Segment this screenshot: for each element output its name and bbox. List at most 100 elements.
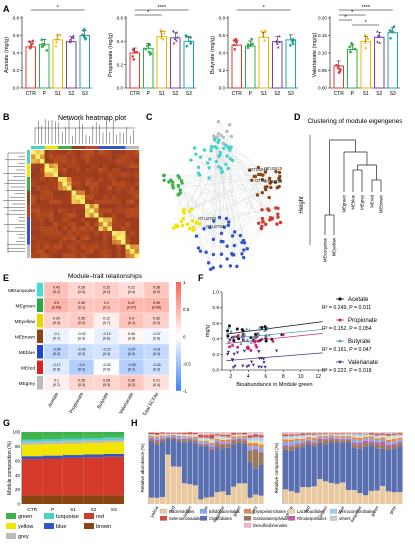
heatmap-cell [35,253,41,259]
data-point [41,43,44,46]
stacked-bar-segment [345,437,352,439]
heatmap-cell [67,186,72,191]
stacked-bar-segment [192,436,198,439]
heatmap-cell [76,190,81,196]
heatmap-cell [103,235,108,241]
network-node [269,185,273,190]
heatmap-cell [44,226,50,232]
heatmap-cell [116,208,122,214]
heatmap-cell [98,154,104,160]
stacked-bar-segment [305,435,312,438]
data-point [363,41,367,44]
legend-swatch [243,508,252,514]
stacked-bar-segment [225,434,231,437]
stacked-bar-segment [334,440,340,443]
module-row-label: MEblue [19,350,36,356]
heatmap-cell [62,150,68,155]
heatmap-cell [35,217,41,223]
heatmap-cell [58,163,63,169]
heatmap-cell [85,244,90,250]
heatmap-cell [53,154,59,160]
stacked-bar-segment [391,441,397,445]
stacked-bar-segment [385,432,392,433]
scatter-point [263,335,268,338]
stacked-bar-segment [294,432,300,435]
stacked-bar-segment [391,434,397,437]
stacked-bar-segment [220,437,226,440]
scatter-point [262,361,266,365]
stacked-bar-segment [283,434,289,437]
network-edge [208,131,228,263]
network-node [225,244,229,248]
stacked-bar-segment [203,432,209,434]
stacked-bar-segment [385,435,392,437]
heatmap-cell [85,168,90,173]
stacked-bar-segment [328,438,334,440]
data-point [366,37,370,40]
dendrogram-tree [309,135,382,245]
heatmap-cell [125,208,131,214]
y-tick-label: 0.8 [219,16,226,21]
x-category-label: P [249,91,253,97]
heatmap-cell [94,208,99,214]
stacked-bar-segment [397,492,403,504]
heatmap-cell [53,226,59,232]
data-point [377,34,381,37]
network-edge [199,174,271,218]
module-color-bar [27,217,30,231]
stacked-bar-segment [340,432,346,433]
heatmap-cell [107,208,113,214]
bar [387,32,398,89]
stacked-bar-segment [391,444,397,446]
network-node [214,159,219,164]
heatmap-cell [80,208,86,214]
network-edge [226,160,233,219]
heatmap-cell [130,235,135,241]
data-point [275,42,279,45]
stacked-bar-segment [345,433,352,435]
legend-series-name: Propionate [348,318,378,324]
cell-pvalue: (0.7) [53,383,60,387]
network-edge [230,158,238,267]
heatmap-cell [112,226,117,232]
heatmap-cell [40,154,45,160]
data-point [160,36,163,39]
heatmap-cell [112,168,117,173]
heatmap-cell [89,195,95,200]
network-edge [200,157,279,218]
stacked-bar-segment [149,497,155,504]
heatmap-cell [112,231,117,236]
heatmap-cell [121,213,126,218]
scatter-point [254,336,257,340]
heatmap-cell [134,177,140,182]
heatmap-cell [44,213,50,218]
stacked-bar-segment [380,444,386,449]
heatmap-cell [112,199,117,205]
stacked-bar-segment [242,437,248,440]
heatmap-cell [98,244,104,250]
heatmap-cell [49,154,54,160]
stacked-bar-segment [294,448,300,493]
heatmap-cell [85,204,90,209]
heatmap-cell [116,249,122,254]
network-node [276,212,280,216]
heatmap-cell [31,253,36,259]
heatmap-cell [112,154,117,160]
network-node [240,252,244,256]
stacked-bar-segment [258,435,264,438]
data-point [144,47,147,51]
heatmap-cell [58,177,63,182]
stacked-bar-segment [181,438,187,441]
scatter-point [240,335,244,338]
cell-pvalue: (0.1) [103,306,110,310]
x-category-label: P [51,507,54,513]
x-category-label: brown [318,505,329,518]
network-edge [230,257,244,267]
network-node [176,224,180,229]
stacked-bar-segment [181,432,187,435]
stacked-bar-segment [176,432,182,433]
scatter-point [252,335,256,339]
